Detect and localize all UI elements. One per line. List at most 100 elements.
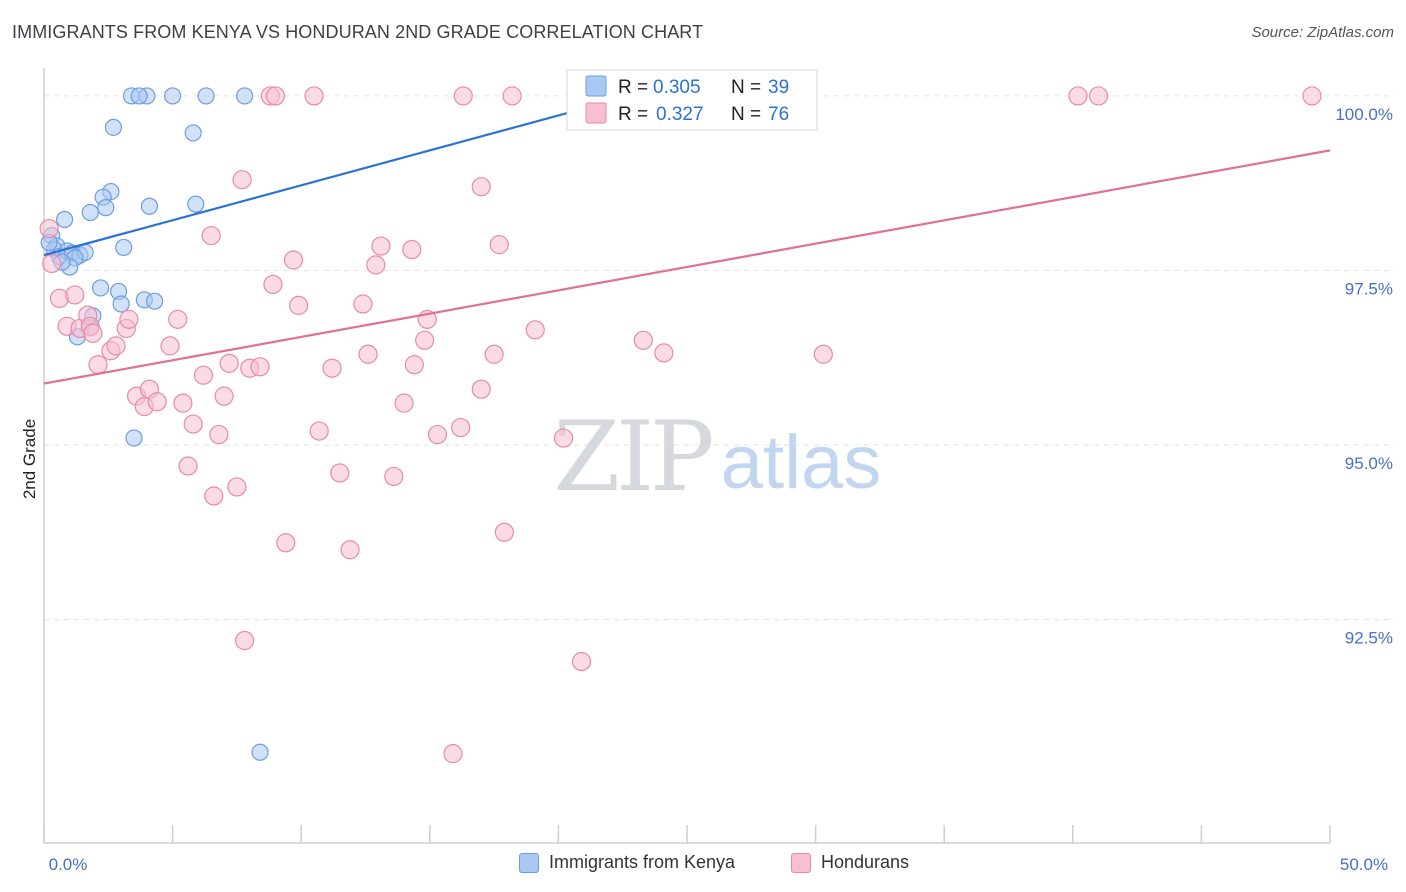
legend-label-hondurans: Hondurans [821,852,910,872]
data-point [813,344,833,364]
data-point [235,630,255,651]
legend-n-value: 76 [768,104,789,125]
legend-label-kenya: Immigrants from Kenya [549,852,736,872]
x-tick-label: 0.0% [49,855,88,874]
data-point [97,199,115,217]
y-tick-label: 100.0% [1335,105,1393,124]
watermark-atlas: atlas [721,420,882,505]
data-point [489,235,509,255]
legend-item-hondurans[interactable]: Hondurans [791,852,909,873]
data-point [125,429,143,447]
legend-swatch-kenya [519,852,539,873]
data-point [65,285,85,305]
data-point [571,651,592,672]
correlation-legend: R = 0.305 N = 39 R = 0.327 N = 76 [566,69,818,131]
data-point [1088,86,1109,106]
data-point [415,330,435,350]
legend-item-kenya[interactable]: Immigrants from Kenya [519,852,735,873]
x-tick-label: 50.0% [1340,855,1388,874]
data-point [371,236,391,256]
data-point [1302,86,1322,106]
data-point [201,225,221,246]
data-point [140,197,159,215]
data-point [304,86,324,106]
data-point [502,86,522,106]
legend-r-value: 0.327 [656,104,704,125]
trend-line-hondurans [43,149,1331,385]
data-point [164,87,182,105]
data-point [209,424,229,445]
data-point [204,486,224,506]
data-point [471,177,491,197]
data-point [147,392,167,412]
data-point [115,238,133,257]
data-point [88,355,108,375]
data-point [276,533,296,553]
data-point [119,309,139,329]
data-point [443,744,463,764]
watermark: ZIP atlas [553,401,881,513]
data-point [265,86,286,106]
series-hondurans-points [39,86,1322,764]
data-point [187,195,205,213]
data-point [214,386,234,406]
data-point [42,253,62,274]
data-point [227,477,247,497]
axes [43,68,1331,844]
legend-n-label: N = [731,77,761,98]
y-tick-label: 95.0% [1345,454,1393,473]
data-point [251,743,269,761]
data-point [340,540,360,560]
data-point [197,87,215,105]
data-point [427,424,448,445]
data-point [168,309,188,329]
data-point [366,255,386,275]
data-point [83,323,103,343]
data-point [236,87,254,105]
data-point [322,358,342,378]
data-point [471,379,491,399]
data-point [553,428,574,448]
data-point [353,294,373,314]
data-point [654,343,674,363]
source-label: Source: ZipAtlas.com [1251,24,1394,41]
data-point [232,170,252,190]
data-point [106,336,126,356]
data-point [525,320,545,340]
data-point [394,393,414,413]
data-point [104,118,123,136]
data-point [130,87,148,105]
data-point [160,336,180,356]
data-point [178,456,198,476]
legend-r-value: 0.305 [653,77,701,98]
data-point [633,330,653,350]
y-tick-label: 92.5% [1345,629,1393,648]
data-point [404,355,424,375]
data-point [283,250,304,270]
legend-n-label: N = [731,104,761,125]
data-point [112,295,130,313]
data-point [145,292,164,310]
legend-swatch-hondurans [585,102,607,124]
data-point [250,357,270,377]
data-point [384,466,404,487]
data-point [81,203,99,222]
data-point [1068,86,1088,106]
data-point [55,210,74,229]
tick-labels: 100.0% 97.5% 95.0% 92.5% 0.0% 50.0% [49,105,1393,874]
legend-r-label: R = [618,104,648,125]
data-point [39,218,59,239]
data-point [219,353,239,373]
data-point [184,124,202,142]
y-axis-label: 2nd Grade [20,419,39,499]
data-point [402,239,422,260]
bottom-legend: Immigrants from Kenya Hondurans [0,850,1406,880]
data-point [309,421,329,441]
chart-title: IMMIGRANTS FROM KENYA VS HONDURAN 2ND GR… [12,22,704,42]
data-point [358,344,378,364]
legend-r-label: R = [618,77,648,98]
legend-n-value: 39 [768,77,789,98]
data-point [289,295,309,315]
data-point [451,417,471,438]
